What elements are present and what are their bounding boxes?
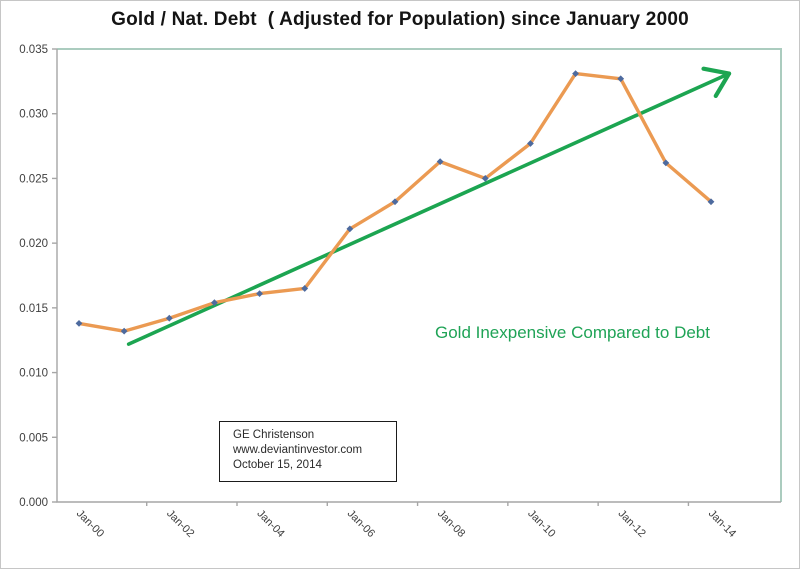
- trend-arrowhead: [713, 71, 732, 99]
- data-point-marker: [707, 198, 715, 206]
- data-point-marker: [301, 285, 309, 292]
- trend-arrowhead: [701, 66, 732, 76]
- data-point-marker: [617, 75, 625, 83]
- data-point-marker: [75, 319, 83, 327]
- data-point-marker: [572, 70, 579, 77]
- data-point-marker: [527, 140, 534, 147]
- y-tick-label: 0.000: [19, 497, 48, 509]
- axis-lines: [56, 49, 781, 503]
- source-date: October 15, 2014: [233, 459, 322, 471]
- data-point-marker: [662, 159, 670, 167]
- source-box: GE Christenson www.deviantinvestor.com O…: [219, 421, 397, 482]
- y-tick-label: 0.020: [19, 238, 48, 250]
- chart-title: Gold / Nat. Debt ( Adjusted for Populati…: [111, 9, 689, 30]
- y-tick-label: 0.015: [19, 303, 48, 315]
- data-point-marker: [436, 158, 444, 166]
- y-tick-label: 0.025: [19, 173, 48, 185]
- y-tick-label: 0.010: [19, 368, 48, 380]
- x-tick-label: Jan-02: [164, 508, 196, 540]
- source-website: www.deviantinvestor.com: [233, 444, 363, 456]
- y-tick-label: 0.030: [19, 109, 48, 121]
- data-point-marker: [391, 198, 399, 206]
- data-point-marker: [165, 314, 173, 322]
- data-point-marker: [256, 290, 263, 298]
- x-tick-label: Jan-06: [345, 508, 377, 540]
- data-point-marker: [211, 299, 218, 307]
- data-point-marker: [346, 225, 354, 233]
- x-tick-label: Jan-12: [616, 508, 648, 540]
- source-author: GE Christenson: [233, 429, 315, 441]
- x-tick-label: Jan-14: [706, 508, 738, 540]
- x-tick-label: Jan-10: [525, 508, 557, 540]
- data-point-marker: [120, 327, 128, 335]
- trend-annotation-text: Gold Inexpensive Compared to Debt: [435, 323, 710, 342]
- data-point-marker: [481, 175, 489, 182]
- x-tick-label: Jan-04: [254, 508, 286, 540]
- y-tick-label: 0.005: [19, 432, 48, 444]
- y-tick-label: 0.035: [19, 44, 48, 56]
- x-tick-label: Jan-08: [435, 508, 467, 540]
- x-tick-label: Jan-00: [74, 508, 106, 540]
- plot-border: [57, 48, 782, 502]
